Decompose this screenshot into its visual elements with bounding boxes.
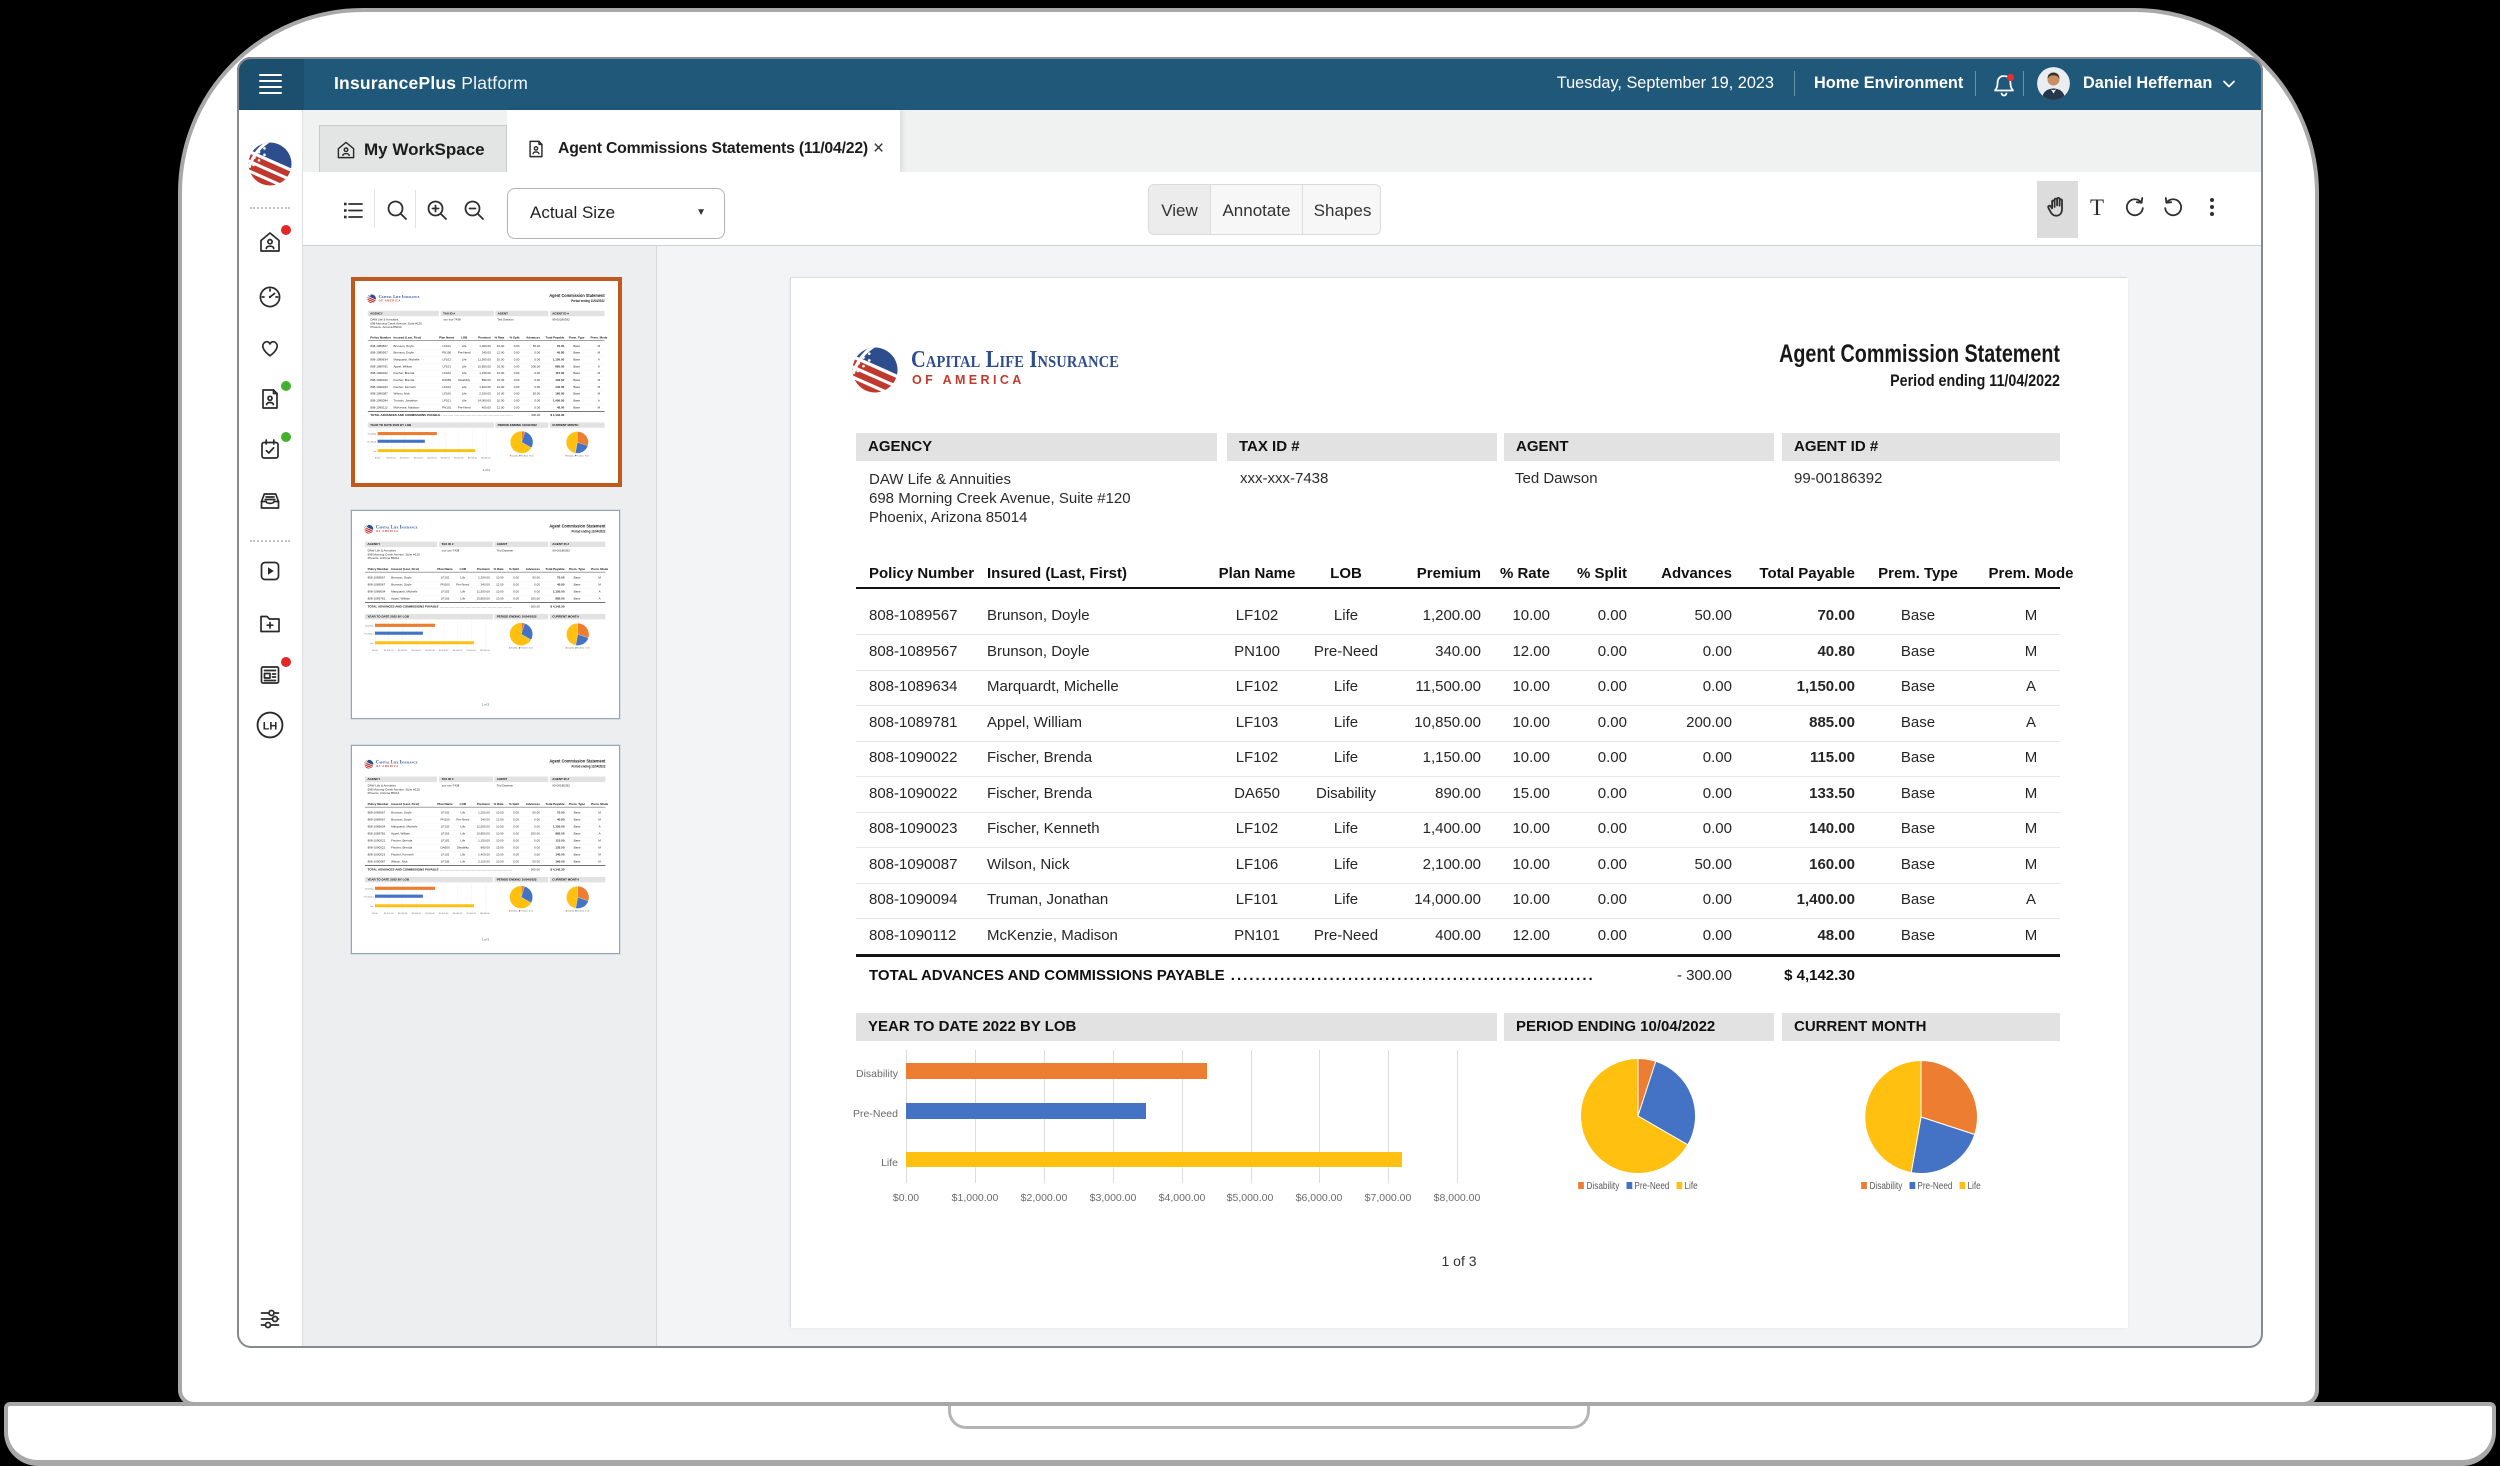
svg-text:LH: LH — [263, 721, 278, 733]
svg-text:T: T — [2090, 195, 2104, 220]
